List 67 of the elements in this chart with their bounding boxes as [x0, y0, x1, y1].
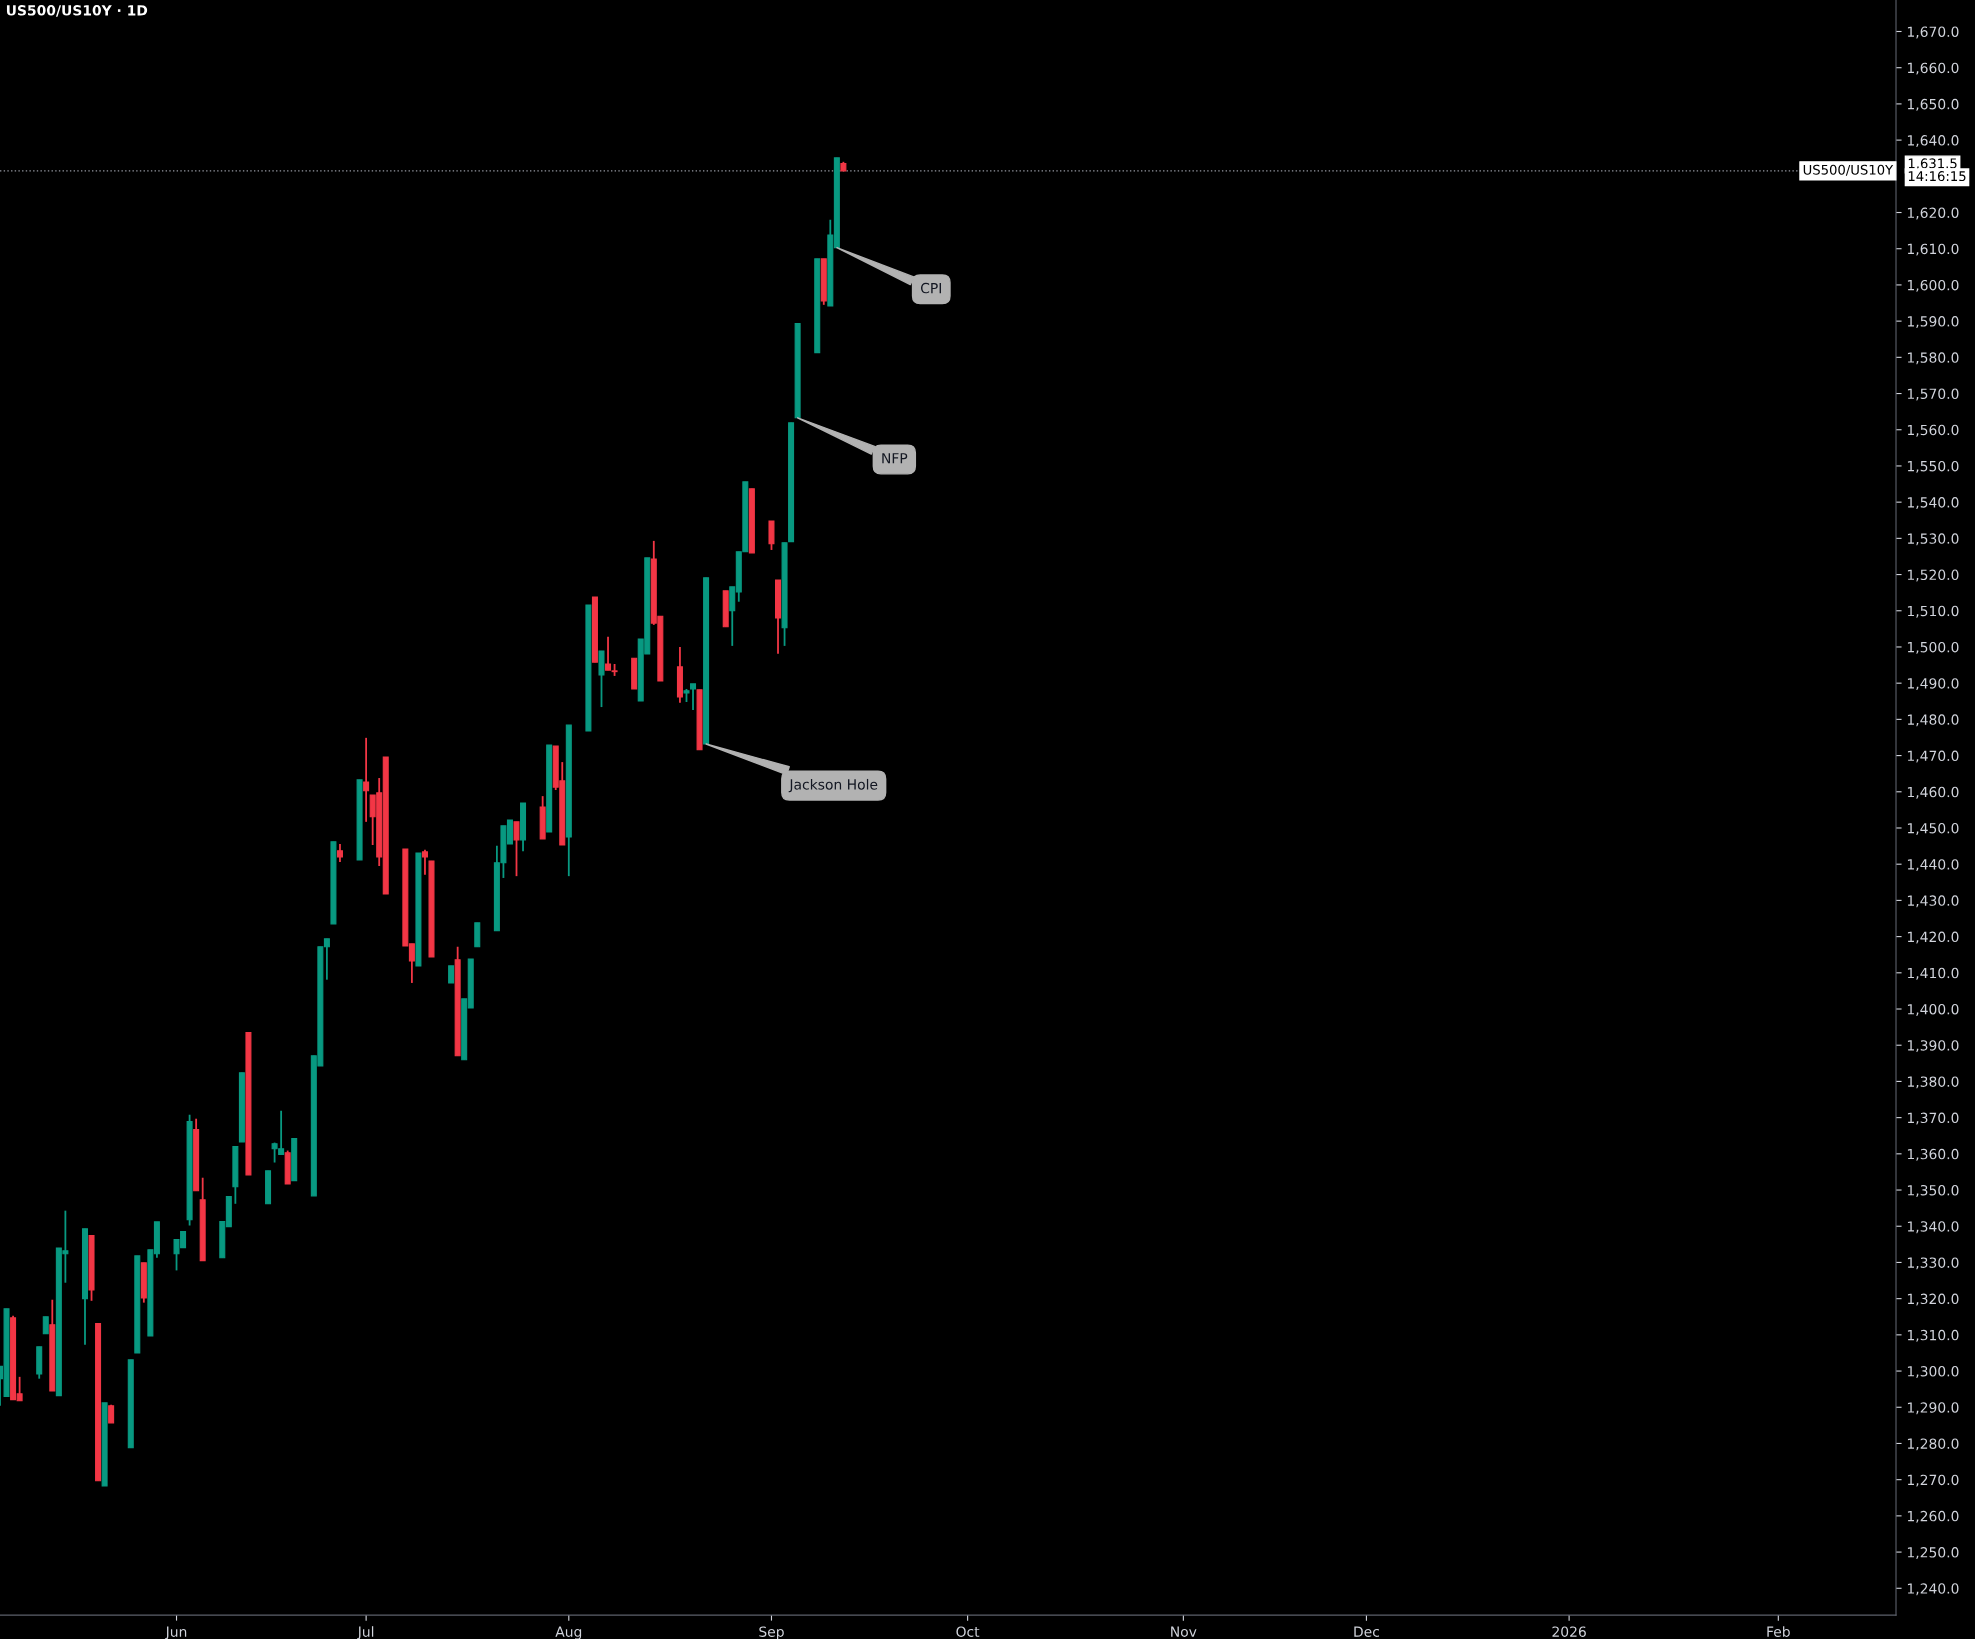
y-tick-label: 1,410.0 [1907, 967, 1959, 980]
text: 14:16:15 [1908, 171, 1966, 182]
y-tick-label: 1,290.0 [1907, 1402, 1959, 1415]
y-tick-label: 1,430.0 [1907, 895, 1959, 908]
y-tick-label: 1,620.0 [1907, 207, 1959, 220]
y-tick-label: 1,270.0 [1907, 1474, 1959, 1487]
y-tick-label: 1,310.0 [1907, 1329, 1959, 1342]
annotation: Jackson Hole [788, 778, 878, 793]
y-tick-label: 1,670.0 [1907, 26, 1959, 39]
y-tick-label: 1,370.0 [1907, 1112, 1959, 1125]
candlestick [690, 682, 697, 711]
y-tick-label: 1,350.0 [1907, 1185, 1959, 1197]
candlestick [421, 848, 428, 876]
y-tick-label: 1,660.0 [1907, 62, 1959, 75]
y-tick-label: 1,490.0 [1907, 678, 1959, 691]
y-tick-label: 1,260.0 [1907, 1510, 1959, 1523]
y-tick-label: 1,480.0 [1907, 714, 1959, 727]
candlestick [474, 921, 481, 948]
y-tick-label: 1,560.0 [1907, 424, 1959, 437]
x-tick-label: Feb [1767, 1626, 1790, 1637]
y-tick-label: 1,280.0 [1907, 1438, 1959, 1451]
y-tick-label: 1,440.0 [1907, 859, 1959, 872]
y-tick-label: 1,470.0 [1907, 750, 1959, 763]
y-tick-label: 1,650.0 [1907, 98, 1959, 111]
ref-line-label: US500/US10Y [1803, 164, 1894, 176]
y-tick-label: 1,340.0 [1907, 1221, 1959, 1234]
y-tick-label: 1,590.0 [1907, 316, 1959, 329]
x-tick-label: Oct [956, 1626, 980, 1637]
candlestick [513, 820, 520, 878]
annotation: NFP [882, 453, 908, 464]
y-tick-label: 1,510.0 [1907, 605, 1959, 618]
chart-title: US500/US10Y · 1D [6, 5, 148, 17]
x-tick-label: Aug [555, 1626, 582, 1639]
candlestick [336, 843, 343, 863]
y-tick-label: 1,600.0 [1907, 279, 1959, 292]
y-tick-label: 1,320.0 [1907, 1293, 1959, 1306]
x-tick-label: Sep [759, 1626, 784, 1639]
y-tick-label: 1,380.0 [1907, 1076, 1959, 1089]
annotation: CPI [920, 282, 941, 294]
y-tick-label: 1,250.0 [1907, 1547, 1959, 1559]
y-tick-label: 1,300.0 [1907, 1366, 1959, 1378]
y-tick-label: 1,360.0 [1907, 1148, 1959, 1161]
y-tick-label: 1,500.0 [1907, 641, 1959, 654]
candlestick [598, 650, 605, 708]
x-tick-label: Jun [164, 1626, 187, 1639]
y-tick-label: 1,450.0 [1907, 822, 1959, 835]
candlestick [768, 520, 775, 551]
y-tick-label: 1,580.0 [1907, 352, 1959, 365]
y-tick-label: 1,610.0 [1907, 243, 1959, 256]
x-tick-label: Jul [357, 1626, 374, 1639]
candlestick [363, 736, 370, 823]
x-tick-label: Dec [1354, 1626, 1379, 1637]
x-tick-label: Nov [1171, 1626, 1197, 1637]
y-tick-label: 1,240.0 [1907, 1583, 1959, 1596]
y-tick-label: 1,390.0 [1907, 1040, 1959, 1053]
y-tick-label: 1,640.0 [1907, 135, 1959, 147]
x-tick-label: 2026 [1552, 1626, 1586, 1637]
y-tick-label: 1,550.0 [1907, 460, 1959, 473]
text: 1,631.5 [1908, 158, 1957, 170]
y-tick-label: 1,400.0 [1907, 1003, 1959, 1016]
y-tick-label: 1,520.0 [1907, 569, 1959, 582]
y-tick-label: 1,570.0 [1907, 388, 1959, 401]
y-tick-label: 1,530.0 [1907, 533, 1959, 546]
y-tick-label: 1,330.0 [1907, 1257, 1959, 1270]
y-tick-label: 1,420.0 [1907, 931, 1959, 944]
y-tick-label: 1,460.0 [1907, 786, 1959, 799]
y-tick-label: 1,540.0 [1907, 497, 1959, 510]
